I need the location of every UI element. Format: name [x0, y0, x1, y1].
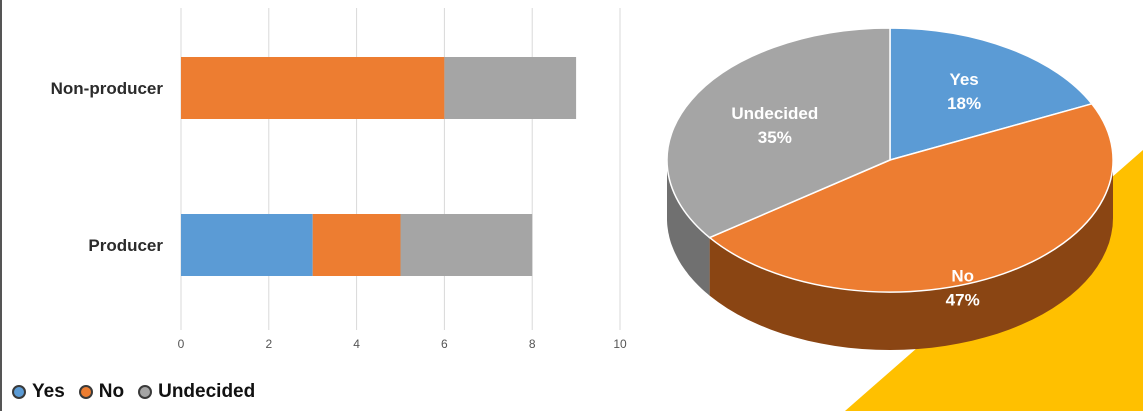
- x-tick-label-2: 2: [265, 337, 272, 351]
- legend-item-undecided: Undecided: [138, 381, 255, 403]
- bar-producer-no: [312, 214, 401, 276]
- pie-slices: [666, 27, 1114, 293]
- category-label-non-producer: Non-producer: [51, 79, 164, 98]
- legend-swatch-yes: [12, 385, 26, 399]
- x-tick-label-4: 4: [353, 337, 360, 351]
- pie-slice-yes: [889, 27, 1094, 161]
- pie-label-percent-undecided: 35%: [758, 128, 792, 147]
- legend-label-yes: Yes: [32, 381, 65, 402]
- x-tick-label-8: 8: [529, 337, 536, 351]
- legend-swatch-no: [78, 385, 93, 399]
- bar-producer-undecided: [400, 214, 533, 276]
- legend-label-undecided: Undecided: [158, 381, 256, 402]
- bar-non-producer-no: [181, 57, 445, 119]
- stacked-bar-chart: 0 2 4 6 8 10 Non-producer Producer: [51, 8, 627, 351]
- bar-non-producer-undecided: [444, 57, 577, 119]
- pie-label-name-no: No: [951, 267, 974, 286]
- pie-label-name-undecided: Undecided: [731, 104, 818, 123]
- bar-category-labels: Non-producer Producer: [51, 79, 164, 255]
- pie-label-name-yes: Yes: [949, 70, 978, 89]
- x-tick-label-6: 6: [441, 337, 448, 351]
- legend-label-no: No: [98, 381, 125, 402]
- pie-depth-no: [709, 160, 1113, 350]
- legend-item-no: No: [78, 381, 125, 403]
- bar-tick-labels: 0 2 4 6 8 10: [178, 337, 627, 351]
- pie-label-percent-no: 47%: [946, 291, 980, 310]
- legend-item-yes: Yes: [12, 381, 65, 403]
- bar-gridlines: [180, 8, 621, 330]
- bar-producer-yes: [181, 214, 313, 276]
- frame-left-border: [0, 0, 2, 411]
- category-label-producer: Producer: [88, 236, 163, 255]
- pie-label-percent-yes: 18%: [947, 94, 981, 113]
- pie-slice-undecided: [666, 27, 891, 239]
- pie-labels: Yes 18% No 47% Undecided 35%: [731, 70, 981, 310]
- x-tick-label-0: 0: [178, 337, 185, 351]
- pie-depth: [667, 160, 1113, 350]
- legend: Yes No Undecided: [12, 381, 269, 403]
- x-tick-label-10: 10: [613, 337, 627, 351]
- pie-depth-undecided: [667, 160, 710, 296]
- pie-slice-no: [708, 102, 1114, 293]
- pie-chart: Yes 18% No 47% Undecided 35%: [666, 27, 1114, 350]
- bar-segments: [181, 57, 577, 276]
- legend-swatch-undecided: [138, 385, 153, 399]
